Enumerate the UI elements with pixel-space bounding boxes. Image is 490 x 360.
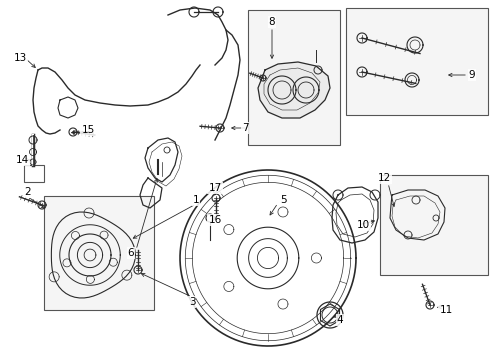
Text: 16: 16 — [208, 215, 221, 225]
Bar — [248, 10, 340, 145]
Text: 8: 8 — [269, 17, 275, 27]
Text: 13: 13 — [13, 53, 26, 63]
Text: 3: 3 — [189, 297, 196, 307]
Bar — [380, 175, 488, 275]
Text: 15: 15 — [81, 125, 95, 135]
Text: 9: 9 — [469, 70, 475, 80]
Bar — [44, 196, 154, 310]
Text: 2: 2 — [24, 187, 31, 197]
Bar — [346, 8, 488, 115]
Text: 11: 11 — [440, 305, 453, 315]
Text: 5: 5 — [280, 195, 286, 205]
Text: 14: 14 — [15, 155, 28, 165]
Text: 17: 17 — [208, 183, 221, 193]
Text: 6: 6 — [128, 248, 134, 258]
Text: 1: 1 — [193, 195, 199, 205]
Text: 12: 12 — [377, 173, 391, 183]
Bar — [24, 165, 44, 182]
Bar — [44, 196, 154, 310]
Bar — [346, 8, 488, 115]
Text: 4: 4 — [337, 315, 343, 325]
Text: 10: 10 — [356, 220, 369, 230]
Bar — [248, 10, 340, 145]
Polygon shape — [258, 62, 330, 118]
Text: 7: 7 — [242, 123, 248, 133]
Bar — [380, 175, 488, 275]
